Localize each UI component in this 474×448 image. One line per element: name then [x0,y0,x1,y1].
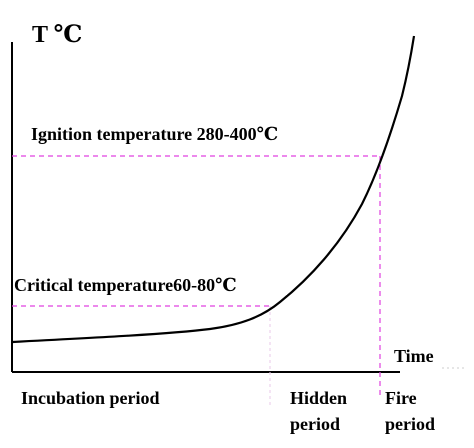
fire-period-label-line2: period [385,414,435,434]
hidden-period-label-line1: Hidden [290,388,347,408]
ignition-temperature-label: Ignition temperature 280-400℃ [31,124,278,144]
temperature-curve [11,35,416,344]
fire-period-label-line1: Fire [385,388,417,408]
critical-temperature-label: Critical temperature60-80℃ [14,275,237,295]
hidden-period-label-line2: period [290,414,340,434]
x-axis-label: Time [394,346,434,366]
incubation-period-label: Incubation period [21,388,160,408]
curve-gap [282,289,287,295]
y-axis-label: T ℃ [32,22,82,48]
